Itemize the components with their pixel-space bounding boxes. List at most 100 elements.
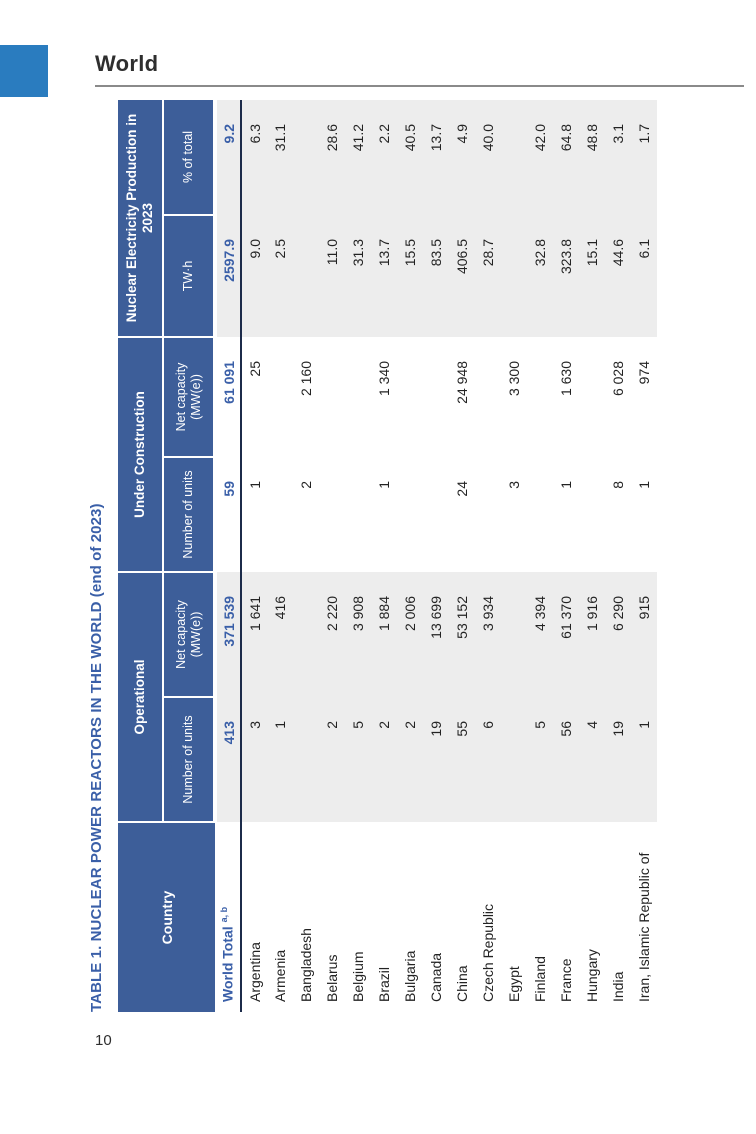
value-cell: 61 370 <box>558 595 574 639</box>
value-cell: 1 884 <box>376 595 392 632</box>
value-cell: 1 <box>246 480 263 489</box>
value-cell: 40.5 <box>402 123 418 152</box>
table-body: World Total a, b 4 1 3 371 539 59 61 091 2… <box>215 99 657 1012</box>
table-row: Bangladesh 2 2 160 <box>293 100 319 1012</box>
value-cell: 55 <box>454 721 470 737</box>
value-cell: 3.1 <box>610 123 626 144</box>
col-header-op-number-of-units: Number of units <box>163 697 215 822</box>
value-cell: 64.8 <box>558 123 574 152</box>
value-cell: 2.5 <box>272 238 288 259</box>
value-cell: 371 539 <box>215 571 241 697</box>
value-cell: 1 <box>636 721 652 729</box>
value-cell: 2 <box>298 480 314 489</box>
value-cell: 3 <box>246 721 263 729</box>
value-cell <box>293 697 319 822</box>
col-group-operational: Operational <box>118 571 163 822</box>
table-row: Bulgaria 2 2 006 15.5 40.5 <box>397 100 423 1012</box>
value-cell <box>397 457 423 572</box>
value-cell: 13.7 <box>428 123 444 152</box>
value-cell: 24 <box>454 480 470 497</box>
country-cell: France <box>558 958 574 1002</box>
value-cell: 6 <box>480 721 496 729</box>
value-cell: 1 <box>272 721 288 729</box>
table-row: India 19 6 290 8 6 028 44.6 3.1 <box>605 100 631 1012</box>
country-cell: Iran, Islamic Republic of <box>636 852 652 1002</box>
section-rule <box>95 85 744 87</box>
table-row: Armenia 1 416 2.5 31.1 <box>267 100 293 1012</box>
value-cell: 15.5 <box>402 238 418 267</box>
world-total-label: World Total a, b <box>215 822 241 1012</box>
value-cell <box>475 337 501 457</box>
country-cell: Belarus <box>324 954 340 1002</box>
value-cell <box>267 337 293 457</box>
value-cell <box>475 457 501 572</box>
value-cell: 2 160 <box>298 360 314 397</box>
col-header-percent-of-total: % of total <box>163 99 215 215</box>
value-cell: 406.5 <box>454 238 470 275</box>
value-cell: 323.8 <box>558 238 574 275</box>
col-header-country: Country <box>118 822 215 1012</box>
value-cell: 15.1 <box>584 238 600 267</box>
value-cell: 1 641 <box>246 595 263 632</box>
value-cell <box>293 572 319 697</box>
value-cell <box>423 457 449 572</box>
col-group-nuclear-electricity-production: Nuclear Electricity Production in 2023 <box>118 99 163 337</box>
value-cell: 4 <box>584 721 600 729</box>
value-cell: 9.2 <box>215 99 241 215</box>
value-cell <box>501 215 527 337</box>
value-cell: 28.6 <box>324 123 340 152</box>
value-cell: 1 <box>558 480 574 489</box>
value-cell <box>501 572 527 697</box>
value-cell: 19 <box>610 721 626 737</box>
col-group-under-construction: Under Construction <box>118 336 163 572</box>
country-cell: Bangladesh <box>298 928 314 1002</box>
value-cell <box>397 337 423 457</box>
value-cell: 61 091 <box>215 336 241 457</box>
country-cell: Belgium <box>350 951 366 1002</box>
value-cell: 6.1 <box>636 238 652 259</box>
value-cell <box>267 457 293 572</box>
table-title: TABLE 1. NUCLEAR POWER REACTORS IN THE W… <box>88 503 105 1012</box>
value-cell <box>293 215 319 337</box>
reactors-table: Country Operational Under Construction N… <box>118 99 657 1012</box>
country-cell: Finland <box>532 956 548 1002</box>
chapter-tab <box>0 45 48 97</box>
value-cell: 53 152 <box>454 595 470 639</box>
value-cell: 13 699 <box>428 595 444 639</box>
value-cell: 3 908 <box>350 595 366 632</box>
value-cell: 1 <box>376 480 392 489</box>
value-cell <box>579 457 605 572</box>
value-cell: 2597.9 <box>215 214 241 337</box>
value-cell: 32.8 <box>532 238 548 267</box>
table-row: Hungary 4 1 916 15.1 48.8 <box>579 100 605 1012</box>
value-cell: 2.2 <box>376 123 392 144</box>
value-cell: 915 <box>636 595 652 620</box>
table-row: Argentina 3 1 641 1 25 9.0 6.3 <box>241 100 267 1012</box>
country-cell: India <box>610 971 626 1002</box>
value-cell: 4.9 <box>454 123 470 144</box>
group-header-row: Country Operational Under Construction N… <box>118 99 215 1012</box>
value-cell: 1 916 <box>584 595 600 632</box>
value-cell: 5 <box>350 721 366 729</box>
value-cell: 83.5 <box>428 238 444 267</box>
value-cell: 41.2 <box>350 123 366 152</box>
country-cell: Czech Republic <box>480 903 496 1002</box>
value-cell: 2 006 <box>402 595 418 632</box>
value-cell <box>501 100 527 215</box>
country-cell: Bulgaria <box>402 950 418 1002</box>
table-row: Iran, Islamic Republic of 1 915 1 974 6.1 1.7 <box>631 100 657 1012</box>
value-cell: 3 <box>506 480 522 489</box>
value-cell: 40.0 <box>480 123 496 152</box>
rotated-table-container: TABLE 1. NUCLEAR POWER REACTORS IN THE W… <box>88 99 664 1012</box>
value-cell: 13.7 <box>376 238 392 267</box>
country-cell: Hungary <box>584 949 600 1002</box>
value-cell: 59 <box>215 456 241 572</box>
value-cell <box>527 457 553 572</box>
section-header: World <box>95 52 744 87</box>
value-cell: 1.7 <box>636 123 652 144</box>
value-cell: 6 290 <box>610 595 626 632</box>
value-cell: 974 <box>636 360 652 385</box>
value-cell: 24 948 <box>454 360 470 404</box>
value-cell: 42.0 <box>532 123 548 152</box>
